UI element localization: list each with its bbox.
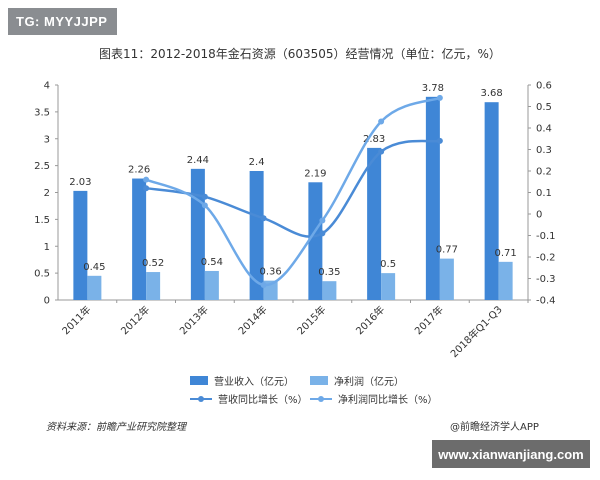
y-right-tick-label: 0.4 bbox=[536, 124, 552, 135]
revenue-bar bbox=[308, 182, 323, 300]
profit-bar bbox=[381, 273, 396, 300]
y-right-tick-label: -0.1 bbox=[536, 231, 556, 242]
legend-profit-growth-swatch bbox=[310, 394, 332, 404]
revenue-growth-point bbox=[378, 148, 385, 155]
y-left-tick-label: 0 bbox=[44, 296, 50, 307]
revenue-bar bbox=[73, 190, 88, 300]
legend-revenue: 营业收入（亿元） bbox=[190, 373, 294, 388]
profit-growth-point bbox=[201, 202, 208, 209]
y-right-tick-label: 0.1 bbox=[536, 188, 552, 199]
profit-bar bbox=[498, 261, 513, 300]
y-right-tick-label: 0.2 bbox=[536, 167, 552, 178]
profit-growth-line bbox=[145, 96, 441, 287]
revenue-growth-point bbox=[260, 215, 267, 222]
y-left-tick-label: 4 bbox=[44, 81, 50, 92]
revenue-bar-label: 2.83 bbox=[363, 134, 385, 145]
watermark-tag: TG: MYYJJPP bbox=[8, 8, 118, 35]
legend-revenue-swatch bbox=[190, 376, 208, 385]
legend-profit-swatch bbox=[310, 376, 328, 385]
revenue-bar-label: 3.78 bbox=[422, 83, 444, 94]
x-tick-label: 2013年 bbox=[177, 303, 211, 337]
x-tick-label: 2017年 bbox=[412, 303, 446, 337]
y-right-tick-label: 0.3 bbox=[536, 145, 552, 156]
revenue-bar bbox=[190, 168, 205, 300]
legend-revenue-growth-swatch bbox=[190, 394, 212, 404]
revenue-bar-label: 3.68 bbox=[480, 88, 502, 99]
legend-revenue-label: 营业收入（亿元） bbox=[214, 377, 294, 388]
profit-bar-label: 0.54 bbox=[201, 257, 223, 268]
revenue-bar bbox=[132, 178, 147, 300]
revenue-bar-label: 2.03 bbox=[69, 177, 91, 188]
y-left-tick-label: 3 bbox=[44, 134, 50, 145]
y-right-tick-label: -0.4 bbox=[536, 296, 556, 307]
legend-revenue-growth-label: 营收同比增长（%） bbox=[218, 395, 308, 406]
revenue-bar bbox=[367, 147, 382, 300]
x-tick-label: 2015年 bbox=[294, 303, 328, 337]
profit-growth-point bbox=[319, 217, 326, 224]
chart-title: 图表11：2012-2018年金石资源（603505）经营情况（单位：亿元，%） bbox=[99, 47, 501, 61]
x-tick-label: 2014年 bbox=[235, 303, 269, 337]
profit-growth-point bbox=[143, 176, 150, 183]
y-left-tick-label: 1.5 bbox=[34, 215, 50, 226]
y-right-tick-label: 0.5 bbox=[536, 102, 552, 113]
legend-profit-growth: 净利润同比增长（%） bbox=[310, 391, 438, 406]
y-left-tick-label: 0.5 bbox=[34, 269, 50, 280]
profit-bar-label: 0.71 bbox=[494, 248, 516, 259]
revenue-bar-label: 2.4 bbox=[249, 157, 265, 168]
legend-profit-label: 净利润（亿元） bbox=[334, 377, 404, 388]
profit-bar-label: 0.35 bbox=[318, 267, 340, 278]
revenue-bar-label: 2.19 bbox=[304, 168, 326, 179]
x-tick-label: 2016年 bbox=[353, 303, 387, 337]
x-tick-label: 2011年 bbox=[59, 303, 93, 337]
y-right-tick-label: 0 bbox=[536, 210, 542, 221]
profit-bar-label: 0.77 bbox=[436, 245, 458, 256]
profit-bar-label: 0.52 bbox=[142, 258, 164, 269]
profit-bar bbox=[87, 275, 102, 300]
profit-growth-point bbox=[436, 94, 443, 101]
brand-credit: @前瞻经济学人APP bbox=[450, 422, 539, 433]
legend-profit: 净利润（亿元） bbox=[310, 373, 404, 388]
revenue-bar bbox=[425, 96, 440, 300]
profit-bar bbox=[439, 258, 454, 300]
legend-profit-growth-label: 净利润同比增长（%） bbox=[338, 395, 438, 406]
url-banner: www.xianwanjiang.com bbox=[432, 440, 590, 468]
y-left-tick-label: 3.5 bbox=[34, 107, 50, 118]
revenue-growth-point bbox=[319, 230, 326, 237]
x-tick-label: 2018年Q1-Q3 bbox=[448, 303, 505, 360]
revenue-growth-point bbox=[436, 137, 443, 144]
y-left-tick-label: 2.5 bbox=[34, 161, 50, 172]
revenue-bar bbox=[249, 171, 264, 300]
revenue-growth-point bbox=[201, 193, 208, 200]
profit-bar-label: 0.45 bbox=[83, 262, 105, 273]
y-left-tick-label: 2 bbox=[44, 188, 50, 199]
profit-growth-point bbox=[260, 281, 267, 288]
y-right-tick-label: -0.3 bbox=[536, 274, 556, 285]
y-left-tick-label: 1 bbox=[44, 242, 50, 253]
profit-bar bbox=[204, 270, 219, 300]
y-right-tick-label: -0.2 bbox=[536, 253, 556, 264]
profit-bar bbox=[146, 272, 161, 300]
revenue-bar bbox=[484, 102, 499, 300]
profit-bar-label: 0.5 bbox=[380, 259, 396, 270]
legend-revenue-growth: 营收同比增长（%） bbox=[190, 391, 308, 406]
profit-bar-label: 0.36 bbox=[259, 267, 281, 278]
revenue-growth-point bbox=[143, 185, 150, 192]
revenue-bar-label: 2.26 bbox=[128, 165, 150, 176]
profit-bar bbox=[322, 281, 337, 300]
y-right-tick-label: 0.6 bbox=[536, 81, 552, 92]
revenue-bar-label: 2.44 bbox=[187, 155, 209, 166]
x-tick-label: 2012年 bbox=[118, 303, 152, 337]
profit-growth-point bbox=[378, 118, 385, 125]
source-note: 资料来源：前瞻产业研究院整理 bbox=[46, 422, 186, 433]
